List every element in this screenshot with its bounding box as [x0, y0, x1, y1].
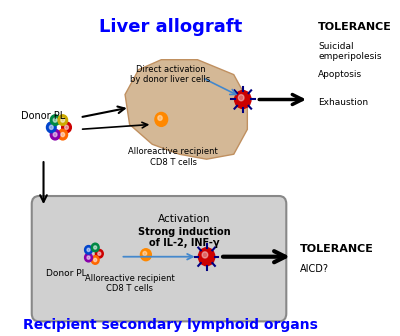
Circle shape	[50, 129, 60, 140]
Circle shape	[65, 125, 68, 129]
Circle shape	[62, 122, 71, 133]
Text: Recipient secondary lymphoid organs: Recipient secondary lymphoid organs	[23, 319, 318, 332]
Text: Exhaustion: Exhaustion	[318, 97, 368, 107]
Circle shape	[84, 253, 92, 262]
Text: Suicidal
emperipolesis: Suicidal emperipolesis	[318, 42, 382, 61]
Circle shape	[155, 113, 168, 126]
Circle shape	[235, 90, 251, 109]
Text: AICD?: AICD?	[300, 264, 329, 274]
Circle shape	[158, 116, 162, 120]
Circle shape	[94, 246, 97, 249]
Text: Direct activation
by donor liver cells: Direct activation by donor liver cells	[130, 65, 210, 84]
FancyBboxPatch shape	[32, 196, 286, 322]
Circle shape	[50, 115, 60, 125]
Circle shape	[202, 252, 208, 258]
PathPatch shape	[125, 60, 247, 159]
Text: Donor PL: Donor PL	[21, 112, 65, 121]
Circle shape	[46, 122, 56, 133]
Circle shape	[91, 243, 99, 252]
Text: Strong induction
of IL-2, INF-γ: Strong induction of IL-2, INF-γ	[138, 227, 230, 248]
Text: Donor PL: Donor PL	[46, 269, 86, 278]
Text: Liver allograft: Liver allograft	[99, 18, 242, 36]
Circle shape	[94, 258, 97, 262]
Circle shape	[87, 248, 90, 252]
Circle shape	[53, 118, 57, 122]
Circle shape	[198, 248, 215, 266]
Circle shape	[58, 115, 68, 125]
Circle shape	[61, 118, 65, 122]
Text: TOLERANCE: TOLERANCE	[300, 244, 374, 254]
Circle shape	[140, 249, 151, 261]
Circle shape	[87, 256, 90, 259]
Circle shape	[84, 246, 92, 254]
Text: Apoptosis: Apoptosis	[318, 70, 362, 79]
Circle shape	[96, 249, 103, 258]
Text: TOLERANCE: TOLERANCE	[318, 22, 392, 32]
Circle shape	[238, 94, 244, 101]
Text: Alloreactive recipient
CD8 T cells: Alloreactive recipient CD8 T cells	[85, 274, 174, 293]
Circle shape	[58, 129, 68, 140]
Circle shape	[98, 252, 101, 255]
Text: Activation: Activation	[158, 214, 210, 224]
Circle shape	[50, 125, 53, 129]
Circle shape	[143, 251, 147, 256]
Text: Alloreactive recipient
CD8 T cells: Alloreactive recipient CD8 T cells	[128, 147, 218, 167]
Circle shape	[61, 132, 65, 137]
Circle shape	[53, 132, 57, 137]
Circle shape	[91, 256, 99, 264]
